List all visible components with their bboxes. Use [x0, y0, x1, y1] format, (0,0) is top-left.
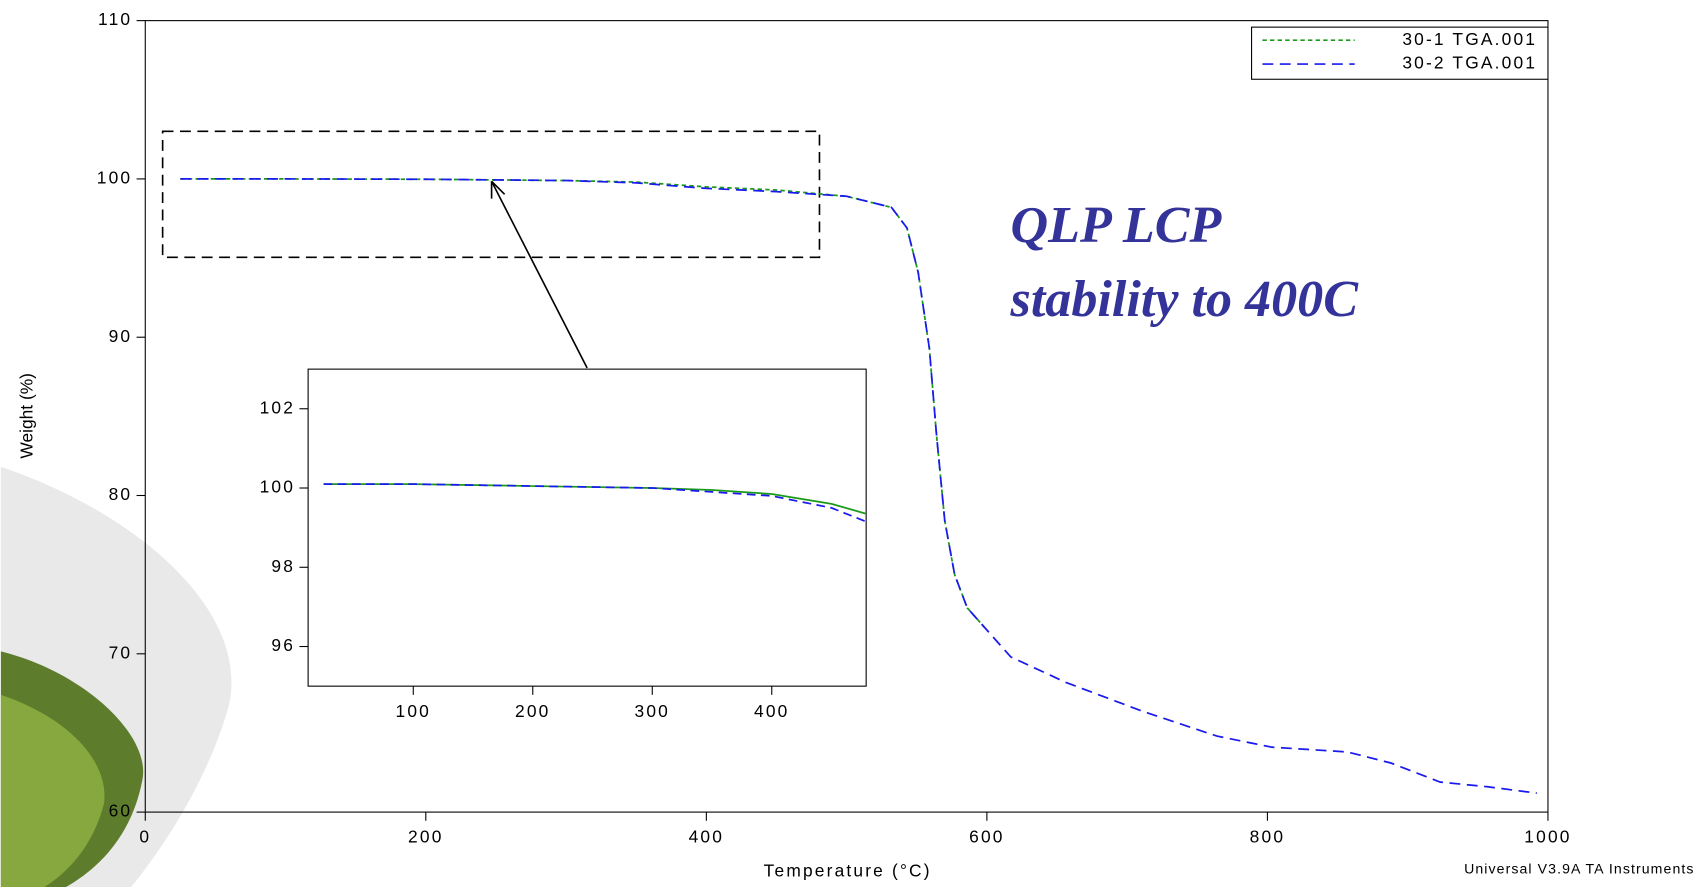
x-tick-label: 200 [515, 701, 550, 721]
series-line [180, 178, 1537, 794]
series-line [323, 483, 867, 515]
plot-frame [144, 20, 1549, 813]
y-tick-label: 100 [260, 477, 295, 497]
x-tick-label: 300 [635, 701, 670, 721]
x-tick-label: 200 [408, 827, 443, 847]
x-axis-label: Temperature (°C) [764, 860, 932, 880]
x-tick-label: 800 [1250, 827, 1285, 847]
x-tick-label: 400 [754, 701, 789, 721]
x-tick-label: 0 [139, 827, 151, 847]
arrow-head [490, 180, 506, 199]
y-tick-label: 90 [109, 326, 133, 346]
annotation: stability to 400C [1010, 271, 1360, 328]
plot-area [323, 483, 867, 523]
y-axis-label: Weight (%) [17, 373, 37, 459]
legend-label: 30-1 TGA.001 [1402, 29, 1537, 49]
y-tick-label: 102 [260, 397, 295, 417]
inset-frame [307, 368, 867, 687]
x-tick-label: 600 [969, 827, 1004, 847]
leaf-background [0, 466, 232, 887]
credit: Universal V3.9A TA Instruments [1464, 860, 1694, 876]
zoom-arrow [490, 180, 588, 369]
y-tick-label: 98 [271, 556, 295, 576]
series-line [323, 483, 867, 523]
x-tick-label: 1000 [1524, 827, 1571, 847]
y-tick-label: 80 [109, 484, 133, 504]
y-tick-label: 60 [109, 801, 133, 821]
legend-label: 30-2 TGA.001 [1402, 53, 1537, 73]
y-tick-label: 110 [98, 9, 132, 29]
y-tick-label: 100 [97, 168, 132, 188]
y-tick-label: 96 [271, 635, 295, 655]
x-tick-label: 100 [396, 701, 431, 721]
legend-box [1251, 26, 1549, 80]
annotation: QLP LCP [1011, 197, 1223, 254]
plot-area [180, 178, 1537, 794]
y-tick-label: 70 [109, 642, 133, 662]
x-tick-label: 400 [689, 827, 724, 847]
